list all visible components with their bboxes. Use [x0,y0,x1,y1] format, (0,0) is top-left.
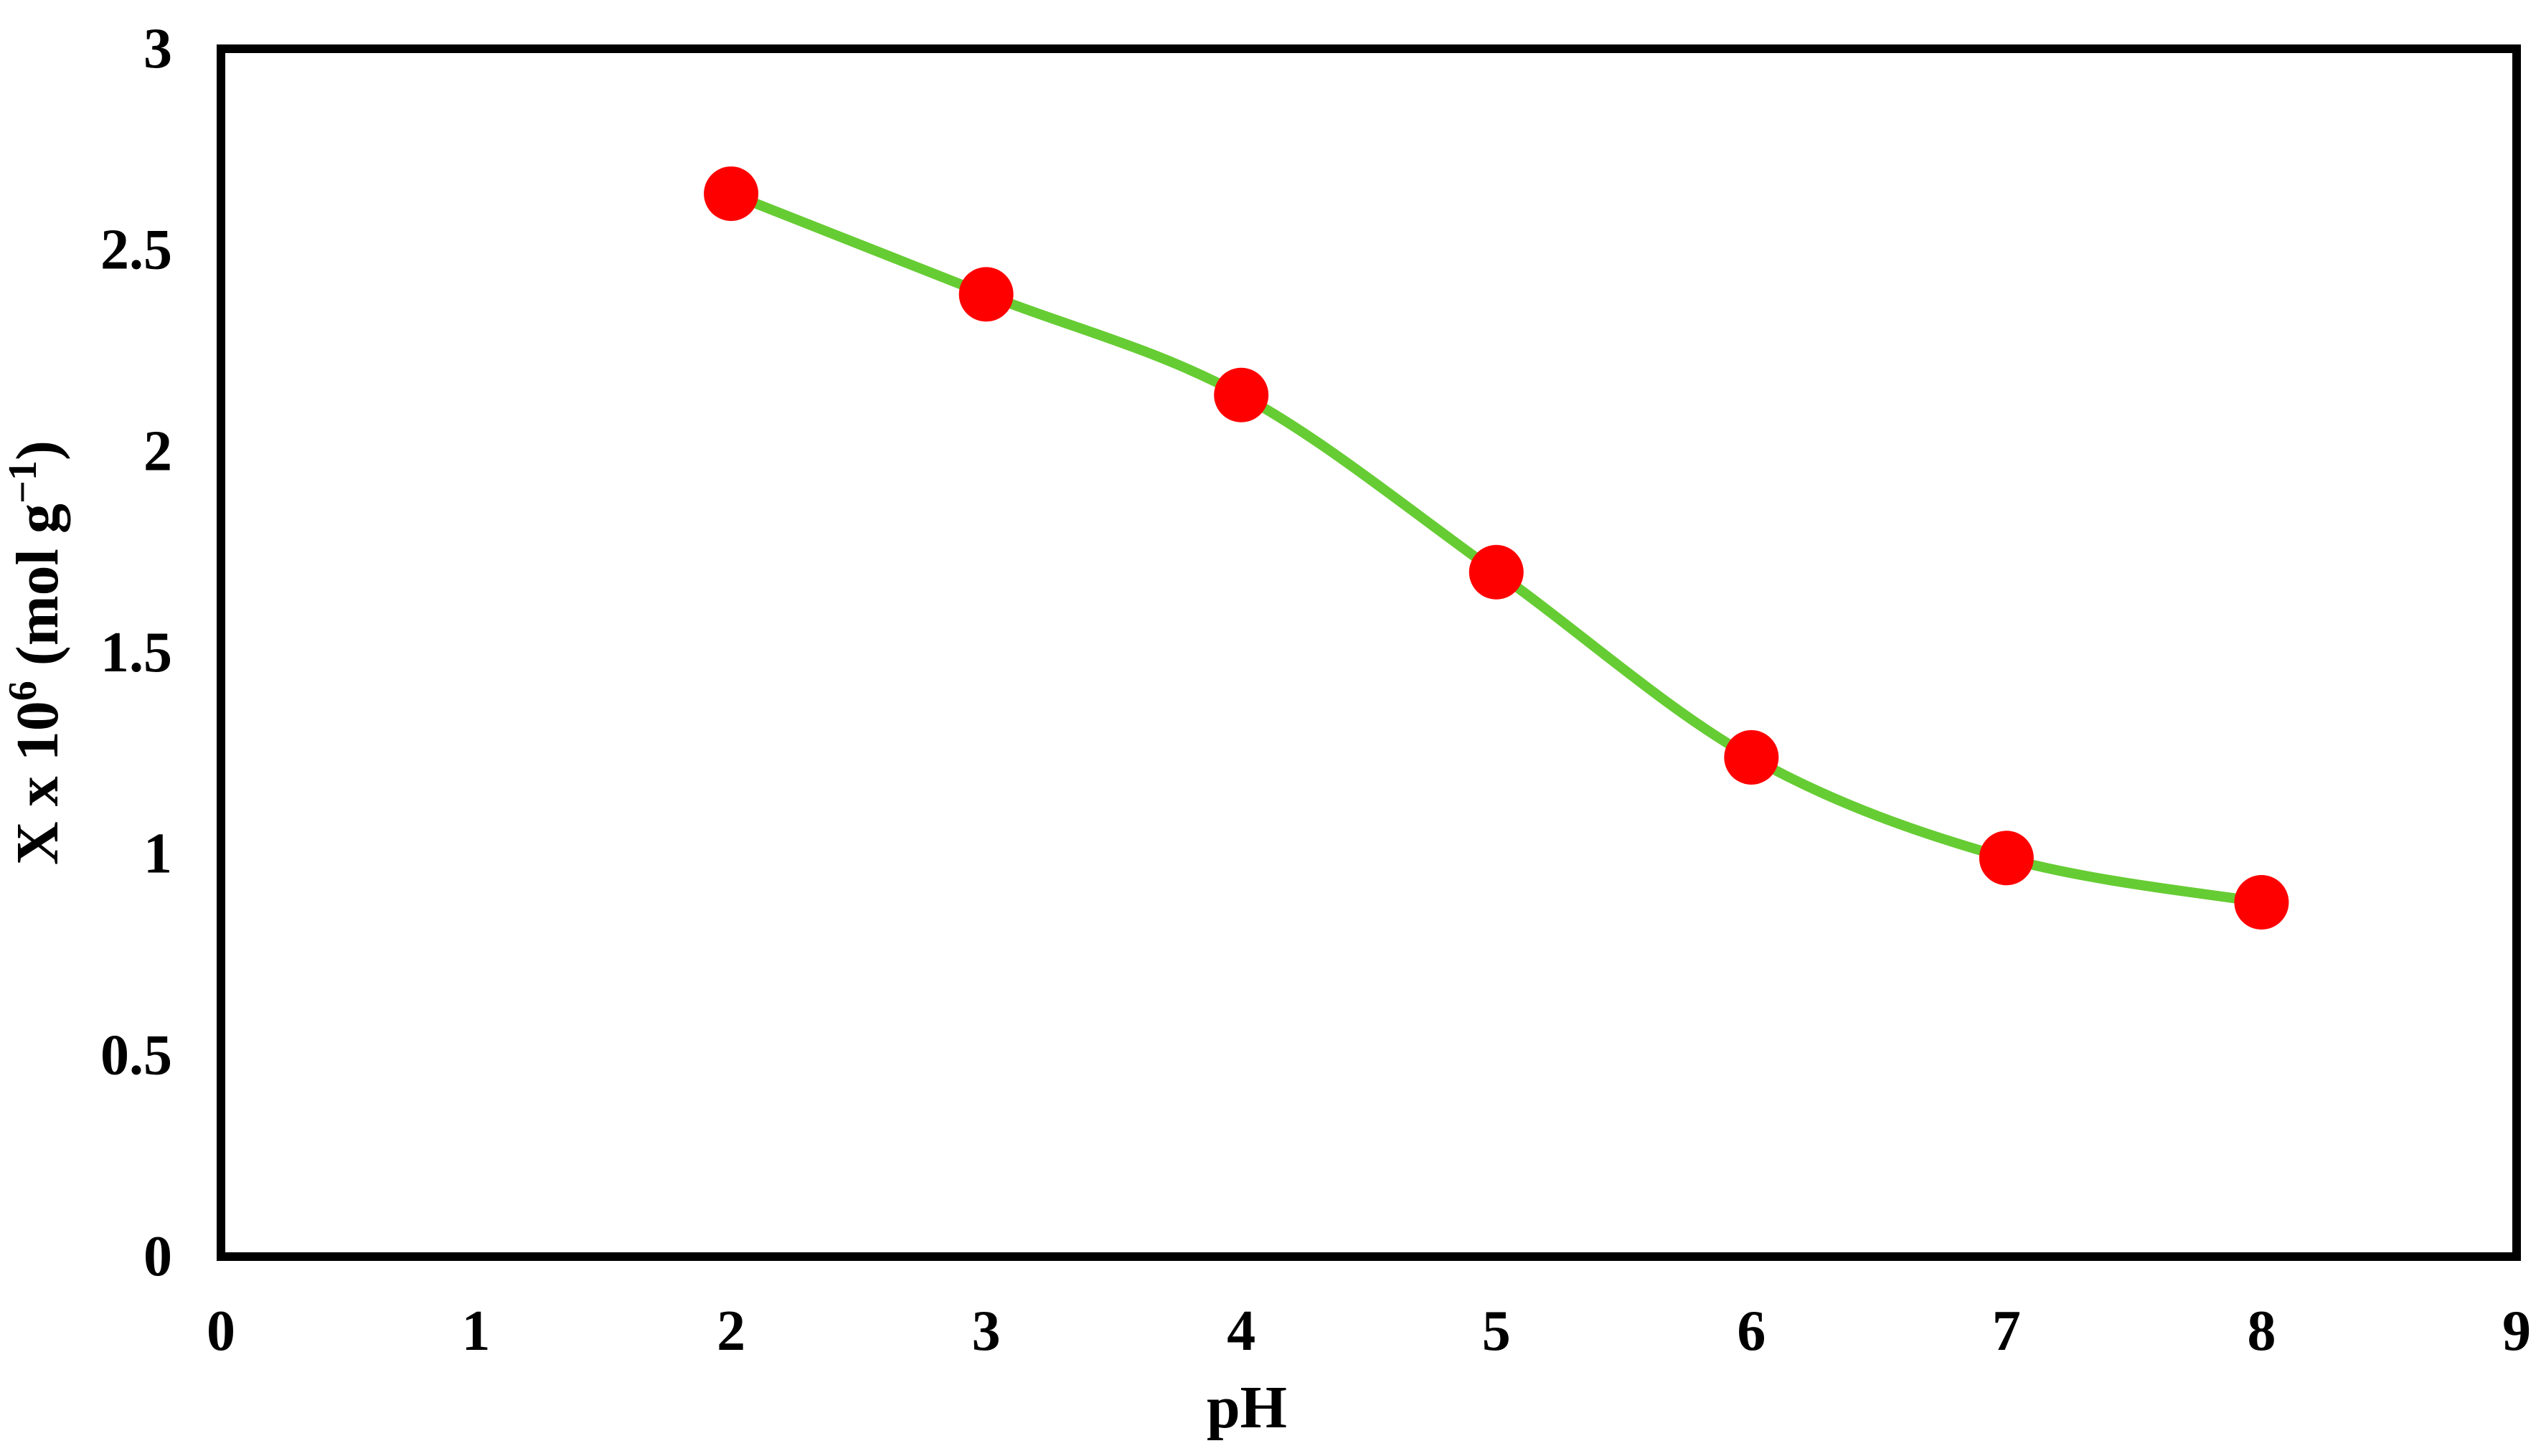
y-tick-label: 3 [143,17,172,80]
y-axis-title-unit-exponent: −1 [1,460,45,504]
x-tick-label: 0 [207,1300,235,1363]
data-points [704,166,2289,930]
x-axis-title: pH [1207,1374,1287,1441]
y-tick-label: 1.5 [100,621,172,684]
y-tick-label: 2 [143,420,172,483]
y-axis-title-base: X x 10 [4,701,71,865]
y-tick-label: 0.5 [100,1024,172,1087]
plot-area-frame [217,44,2521,1261]
x-tick-label: 8 [2247,1300,2276,1363]
data-point-ph-3 [958,267,1014,322]
x-tick-label: 7 [1992,1300,2021,1363]
x-tick-label: 1 [462,1300,491,1363]
x-tick-label: 3 [972,1300,1001,1363]
data-point-ph-7 [1979,831,2034,886]
x-tick-label: 9 [2502,1300,2531,1363]
y-axis-title-exponent: 6 [1,681,45,701]
data-point-ph-6 [1724,729,1779,785]
data-point-ph-4 [1214,367,1269,422]
data-point-ph-8 [2234,875,2289,930]
x-tick-label: 6 [1737,1300,1766,1363]
y-tick-labels: 0 0.5 1 1.5 2 2.5 3 [100,17,172,1288]
y-axis-title: X x 106 (mol g−1) [1,440,71,865]
x-tick-label: 5 [1482,1300,1511,1363]
x-tick-label: 2 [717,1300,745,1363]
x-tick-label: 4 [1227,1300,1255,1363]
data-point-ph-2 [704,166,759,222]
y-axis-title-unit-open: (mol g [4,504,71,681]
y-axis-title-unit-close: ) [4,440,71,460]
y-tick-label: 1 [143,823,172,886]
y-tick-label: 2.5 [100,219,172,282]
data-point-ph-5 [1468,544,1524,600]
y-tick-label: 0 [143,1225,172,1288]
x-tick-labels: 0 1 2 3 4 5 6 7 8 9 [207,1300,2531,1363]
